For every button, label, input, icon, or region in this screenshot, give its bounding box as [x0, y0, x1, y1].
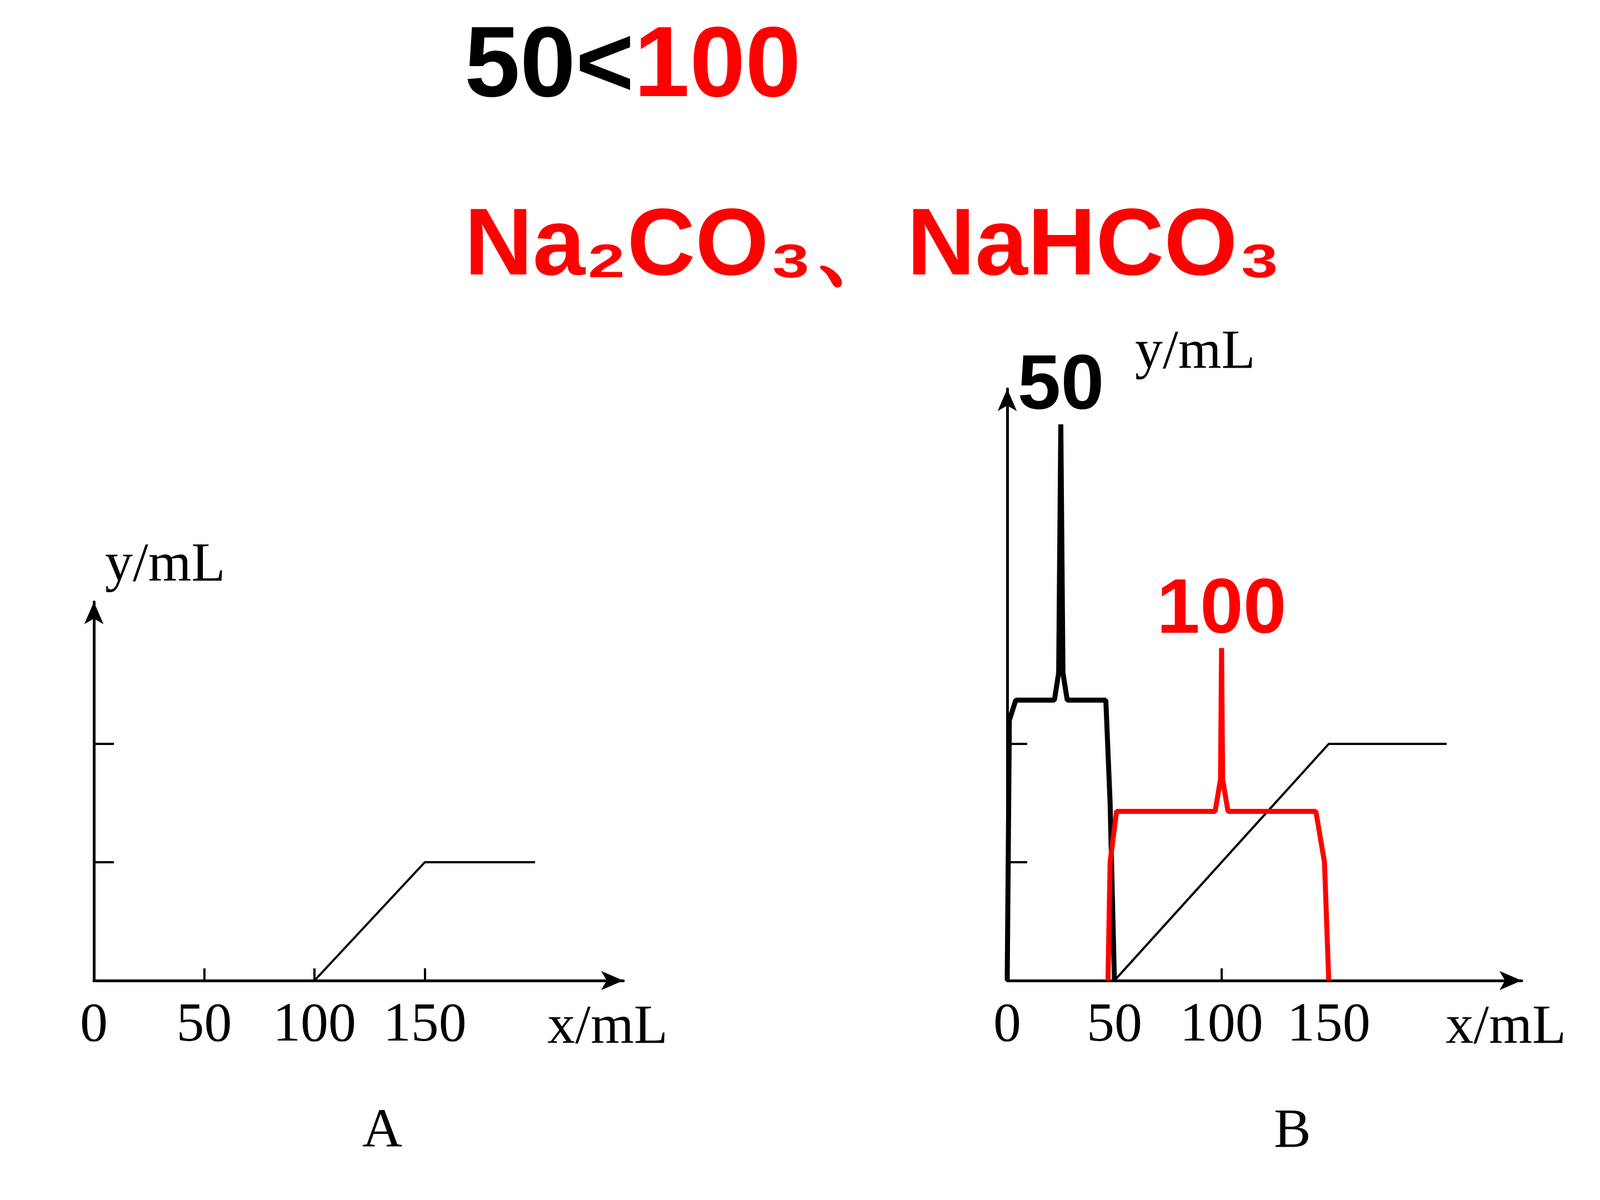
svg-text:100: 100: [272, 991, 357, 1053]
svg-text:x/mL: x/mL: [547, 993, 668, 1055]
svg-text:50: 50: [176, 991, 233, 1053]
svg-text:50: 50: [1086, 991, 1143, 1053]
svg-text:150: 150: [1287, 991, 1371, 1053]
svg-text:Na₂CO₃、NaHCO₃: Na₂CO₃、NaHCO₃: [464, 188, 1282, 295]
svg-text:50<: 50<: [464, 5, 634, 118]
svg-text:150: 150: [383, 991, 467, 1053]
svg-text:0: 0: [993, 991, 1022, 1053]
svg-text:100: 100: [1180, 991, 1264, 1053]
svg-text:x/mL: x/mL: [1445, 993, 1567, 1055]
svg-text:B: B: [1273, 1097, 1312, 1159]
svg-text:50: 50: [1017, 338, 1105, 426]
svg-text:y/mL: y/mL: [105, 531, 226, 593]
svg-text:y/mL: y/mL: [1135, 318, 1256, 380]
svg-text:100: 100: [633, 5, 801, 118]
svg-text:100: 100: [1156, 562, 1287, 650]
svg-text:A: A: [362, 1097, 403, 1159]
svg-text:0: 0: [80, 991, 108, 1053]
